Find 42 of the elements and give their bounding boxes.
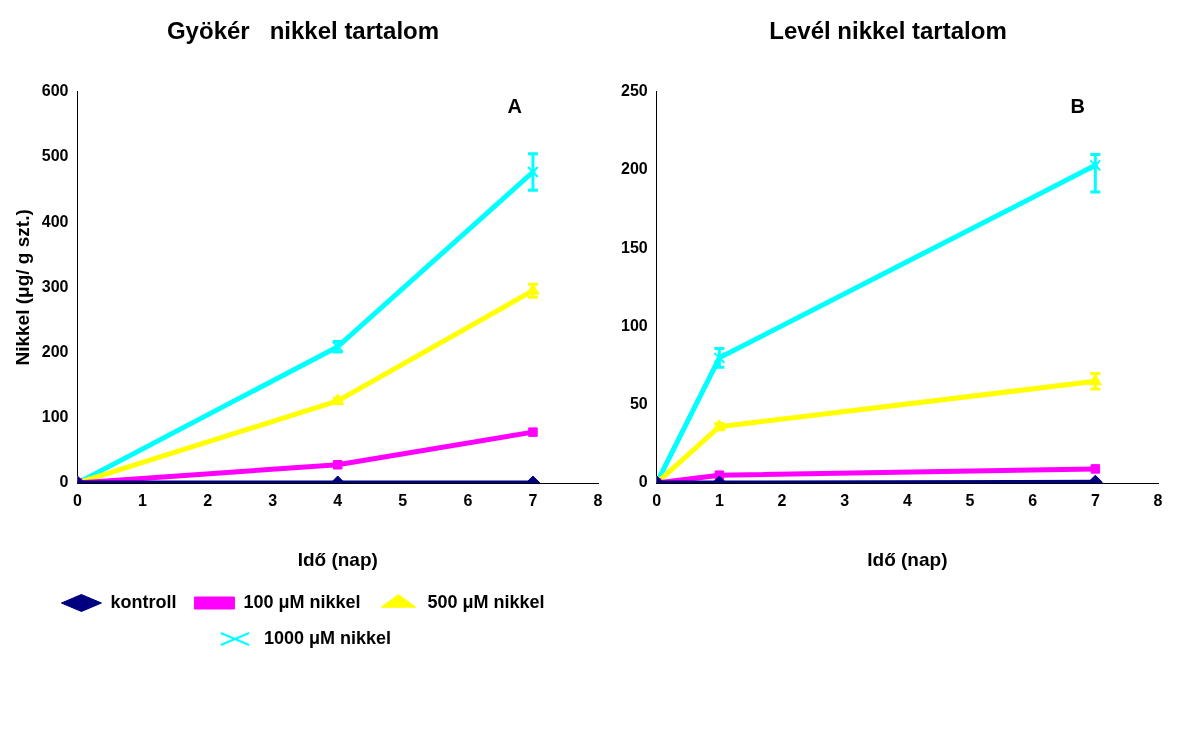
x-tick-label: 4 [902, 492, 912, 510]
x-tick-label: 1 [138, 492, 148, 510]
x-tick-label: 8 [1153, 492, 1163, 510]
chart-title: Levél nikkel tartalom [769, 17, 1007, 45]
x-tick-label: 0 [652, 492, 662, 510]
y-tick-label: 100 [41, 408, 69, 426]
x-tick-label: 7 [528, 492, 538, 510]
x-tick-label: 2 [777, 492, 787, 510]
x-tick-label: 6 [463, 492, 473, 510]
y-tick-label: 0 [638, 473, 648, 491]
y-tick-label: 50 [629, 395, 648, 413]
annotation: B [1070, 95, 1086, 118]
annotation: A [507, 95, 522, 118]
x-axis-title: Idő (nap) [297, 548, 378, 570]
x-tick-label: 3 [268, 492, 278, 510]
y-tick-label: 150 [620, 238, 648, 256]
x-tick-label: 3 [840, 492, 850, 510]
x-tick-label: 1 [714, 492, 724, 510]
y-tick-label: 600 [41, 82, 69, 100]
y-tick-label: 200 [620, 160, 648, 178]
y-tick-label: 100 [620, 316, 648, 334]
y-tick-label: 200 [41, 343, 69, 361]
y-tick-label: 300 [41, 277, 69, 295]
y-axis-title: Nikkel (μg/ g szt.) [11, 209, 33, 366]
x-tick-label: 7 [1090, 492, 1100, 510]
legend-label: kontroll [110, 591, 177, 612]
y-tick-label: 250 [620, 82, 648, 100]
x-tick-label: 5 [965, 492, 975, 510]
x-tick-label: 5 [398, 492, 408, 510]
legend-label: 100 μM nikkel [243, 591, 361, 612]
chart-title: Gyökér nikkel tartalom [166, 17, 440, 45]
y-tick-label: 0 [59, 473, 69, 491]
y-tick-label: 400 [41, 212, 69, 230]
legend-label: 1000 μM nikkel [263, 627, 392, 648]
x-tick-label: 6 [1028, 492, 1038, 510]
x-tick-label: 4 [333, 492, 343, 510]
x-tick-label: 0 [73, 492, 83, 510]
x-tick-label: 8 [593, 492, 603, 510]
x-tick-label: 2 [203, 492, 213, 510]
legend-label: 500 μM nikkel [427, 591, 545, 612]
x-axis-title: Idő (nap) [867, 548, 948, 570]
y-tick-label: 500 [41, 147, 69, 165]
